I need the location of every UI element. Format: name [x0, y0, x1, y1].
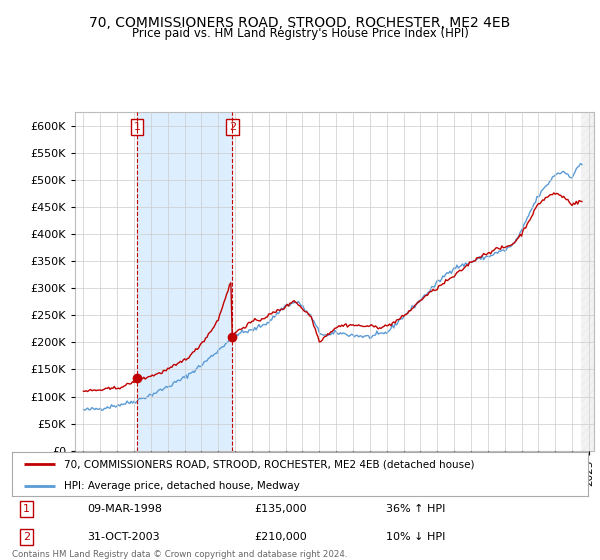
Text: 2: 2: [23, 532, 30, 542]
Text: HPI: Average price, detached house, Medway: HPI: Average price, detached house, Medw…: [64, 481, 299, 491]
Text: £210,000: £210,000: [254, 532, 307, 542]
Text: 2: 2: [229, 122, 236, 132]
Text: 10% ↓ HPI: 10% ↓ HPI: [386, 532, 446, 542]
Text: £135,000: £135,000: [254, 504, 307, 514]
Bar: [581, 112, 594, 451]
Text: Contains HM Land Registry data © Crown copyright and database right 2024.
This d: Contains HM Land Registry data © Crown c…: [12, 550, 347, 560]
Bar: [137, 112, 232, 451]
Text: Price paid vs. HM Land Registry's House Price Index (HPI): Price paid vs. HM Land Registry's House …: [131, 27, 469, 40]
Text: 09-MAR-1998: 09-MAR-1998: [87, 504, 162, 514]
Text: 70, COMMISSIONERS ROAD, STROOD, ROCHESTER, ME2 4EB: 70, COMMISSIONERS ROAD, STROOD, ROCHESTE…: [89, 16, 511, 30]
Text: 1: 1: [23, 504, 30, 514]
Text: 31-OCT-2003: 31-OCT-2003: [87, 532, 160, 542]
Text: 36% ↑ HPI: 36% ↑ HPI: [386, 504, 446, 514]
Text: 70, COMMISSIONERS ROAD, STROOD, ROCHESTER, ME2 4EB (detached house): 70, COMMISSIONERS ROAD, STROOD, ROCHESTE…: [64, 459, 475, 469]
Text: 1: 1: [134, 122, 140, 132]
